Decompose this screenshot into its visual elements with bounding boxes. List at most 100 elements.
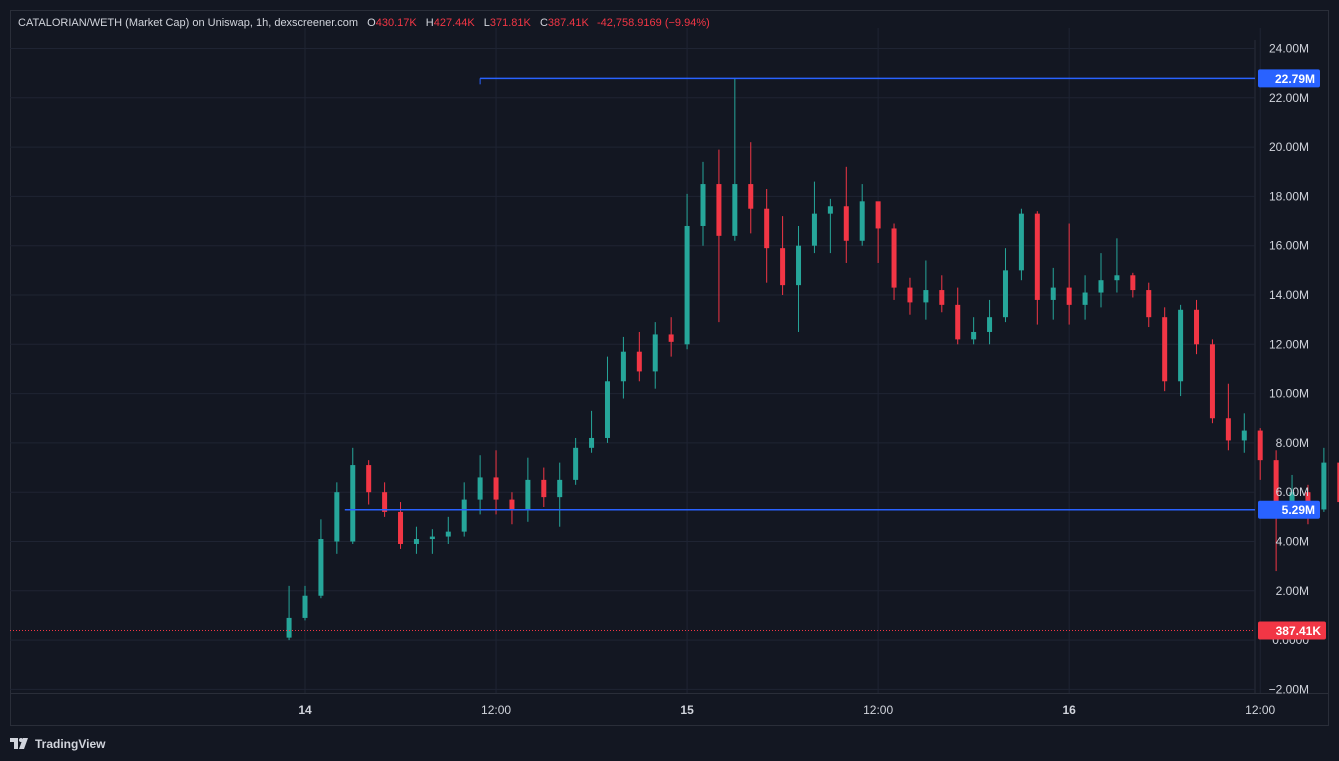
candle (318, 519, 324, 599)
y-tick-label: 12.00M (1269, 337, 1309, 351)
chart-pane-border (10, 10, 1329, 726)
candle-body (780, 248, 786, 286)
candle (1194, 299, 1200, 355)
candle (1337, 462, 1339, 503)
candle (732, 78, 738, 241)
candle-body (286, 617, 292, 638)
price-label-box (1258, 621, 1326, 640)
candle (557, 462, 563, 527)
x-tick-label: 16 (1062, 703, 1076, 717)
candle-body (636, 351, 642, 372)
x-tick-label: 12:00 (1245, 703, 1275, 717)
candle (1082, 275, 1088, 320)
candle-body (541, 479, 547, 498)
candle (652, 322, 658, 389)
candle (1241, 413, 1247, 453)
candle-body (811, 213, 817, 246)
candle-body (987, 317, 993, 332)
candle (1146, 282, 1152, 328)
candle (700, 161, 706, 246)
candle (286, 585, 292, 641)
chart-legend: CATALORIAN/WETH (Market Cap) on Uniswap,… (18, 17, 710, 29)
candle-body (923, 290, 929, 303)
tradingview-brand[interactable]: TradingView (35, 737, 106, 751)
price-label-box (1258, 500, 1320, 519)
candle (939, 275, 945, 313)
candle-body (413, 539, 419, 544)
y-tick-label: 18.00M (1269, 189, 1309, 203)
candle (1002, 248, 1008, 323)
y-tick-label: 20.00M (1269, 140, 1309, 154)
tradingview-logo-icon[interactable] (10, 738, 30, 750)
candle-body (1146, 290, 1152, 318)
legend-high-value: 427.44K (433, 17, 475, 29)
price-label-text: 5.29M (1282, 503, 1315, 517)
y-tick-label: 10.00M (1269, 387, 1309, 401)
legend-low-key: L (483, 17, 490, 29)
candle-body (1130, 275, 1136, 291)
price-labels: 22.79M 5.29M 387.41K (1258, 69, 1326, 640)
candle-body (1050, 287, 1056, 300)
candle-body (1002, 270, 1008, 318)
candle-body (684, 225, 690, 345)
legend-change-value: -42,758.9169 (−9.94%) (596, 17, 710, 29)
price-label-box (1258, 69, 1320, 88)
y-tick-label: 22.00M (1269, 91, 1309, 105)
candle-body (477, 477, 483, 500)
candle (366, 460, 372, 505)
candle-body (700, 184, 706, 226)
candle-body (1114, 275, 1120, 281)
grid-lines (10, 28, 1261, 693)
candle (1018, 208, 1024, 281)
candle (843, 166, 849, 263)
candle (907, 277, 913, 315)
candle-body (620, 351, 626, 382)
price-label-text: 22.79M (1275, 72, 1315, 86)
candle (955, 287, 961, 345)
candle-body (652, 334, 658, 372)
y-tick-label: 16.00M (1269, 239, 1309, 253)
candle-body (859, 201, 865, 241)
candle (668, 317, 674, 357)
candle-body (875, 201, 881, 229)
candle-body (748, 184, 754, 209)
candle-body (1321, 462, 1327, 510)
candle (827, 198, 833, 254)
candle-body (429, 536, 435, 540)
horizontal-lines (10, 77, 1255, 632)
legend-low-value: 371.81K (489, 17, 531, 29)
candle (1130, 272, 1136, 298)
candle (509, 492, 515, 525)
candle-body (302, 595, 308, 618)
chart-frame[interactable]: −2.00M 0.0000 2.00M 4.00M 6.00M 8.00M 10.00M 12… (0, 0, 1339, 730)
candle-body (350, 465, 356, 542)
candle-body (1066, 287, 1072, 305)
candle (859, 184, 865, 246)
candle (413, 526, 419, 554)
candle-body (557, 479, 563, 498)
y-tick-label: 4.00M (1276, 535, 1309, 549)
candle (764, 189, 770, 283)
candle-body (1241, 430, 1247, 441)
candle (350, 447, 356, 544)
price-label-text: 387.41K (1276, 624, 1322, 638)
candle (1178, 304, 1184, 397)
candle-body (668, 334, 674, 342)
candle-body (827, 206, 833, 214)
candle (1209, 339, 1215, 424)
candles (286, 78, 1339, 641)
candle (477, 455, 483, 515)
candlestick-chart[interactable]: −2.00M0.00002.00M4.00M6.00M8.00M10.00M12… (0, 0, 1339, 730)
legend-close-value: 387.41K (547, 17, 589, 29)
price-axis[interactable]: −2.00M0.00002.00M4.00M6.00M8.00M10.00M12… (1269, 42, 1310, 697)
candle-body (1225, 418, 1231, 441)
candle (780, 216, 786, 295)
candle (891, 223, 897, 300)
candle-body (1273, 460, 1279, 512)
candle-body (1178, 309, 1184, 382)
candle-body (493, 477, 499, 500)
candle-body (525, 479, 531, 510)
candle (971, 317, 977, 345)
candle-body (732, 184, 738, 236)
